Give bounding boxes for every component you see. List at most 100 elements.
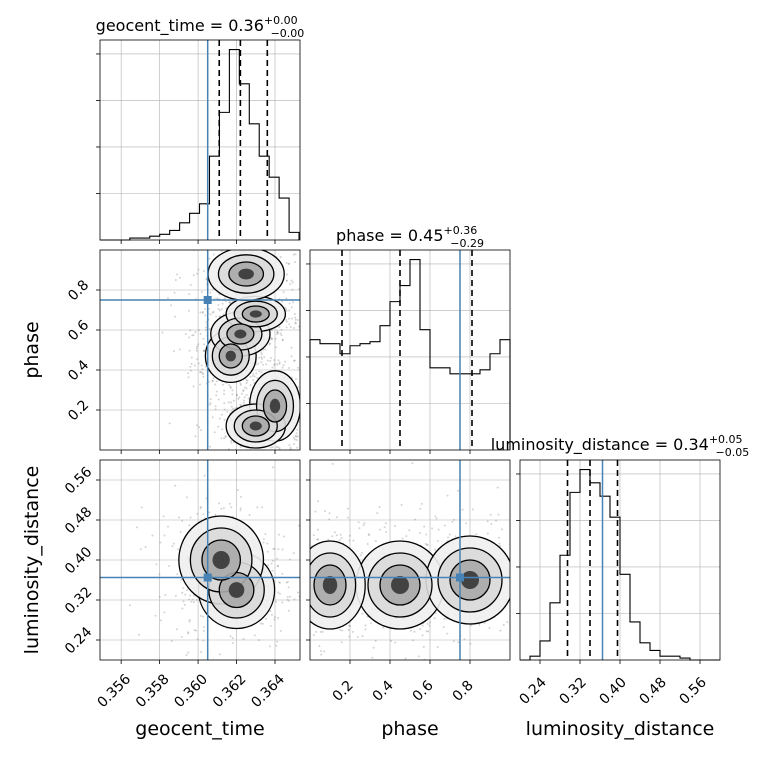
sample-point (490, 685, 492, 687)
sample-point (498, 542, 501, 545)
sample-point (271, 337, 274, 340)
sample-point (275, 520, 277, 522)
sample-point (295, 435, 298, 438)
sample-point (273, 616, 276, 619)
sample-point (287, 586, 290, 589)
histogram-steps (100, 48, 300, 241)
sample-point (288, 444, 291, 447)
sample-point (411, 462, 414, 465)
sample-point (162, 515, 165, 518)
sample-point (301, 256, 303, 258)
histogram-steps (520, 468, 720, 661)
sample-point (296, 446, 299, 449)
sample-point (300, 310, 302, 312)
sample-point (318, 430, 320, 432)
sample-point (223, 437, 226, 440)
sample-point (271, 559, 274, 562)
sample-point (423, 525, 426, 528)
sample-point (278, 246, 280, 248)
sample-point (347, 516, 350, 519)
sample-point (290, 629, 292, 631)
sample-point (285, 247, 287, 249)
sample-point (199, 506, 202, 509)
sample-point (198, 237, 200, 239)
sample-point (209, 402, 212, 405)
sample-point (192, 600, 195, 603)
sample-point (239, 382, 242, 385)
sample-point (269, 446, 272, 449)
sample-point (452, 640, 455, 643)
sample-point (189, 365, 192, 368)
sample-point (301, 426, 303, 428)
sample-point (192, 594, 195, 597)
sample-point (218, 502, 221, 505)
sample-point (181, 519, 184, 522)
sample-point (192, 385, 195, 388)
histogram-panel-phase (306, 249, 511, 454)
sample-point (357, 521, 360, 524)
sample-point (295, 439, 298, 442)
sample-point (305, 615, 307, 617)
sample-point (270, 562, 273, 565)
sample-point (428, 624, 431, 627)
sample-point (296, 366, 299, 369)
sample-point (270, 337, 273, 340)
sample-point (294, 253, 297, 256)
sample-point (359, 554, 362, 557)
sample-point (291, 241, 293, 243)
sample-point (208, 327, 211, 330)
sample-point (522, 573, 524, 575)
sample-point (500, 528, 503, 531)
sample-point (272, 466, 275, 469)
sample-point (302, 308, 304, 310)
sample-point (281, 460, 283, 462)
sample-point (260, 356, 263, 359)
sample-point (276, 333, 279, 336)
sample-point (209, 445, 212, 448)
sample-point (275, 644, 278, 647)
sample-point (239, 403, 242, 406)
sample-point (214, 383, 217, 386)
sample-point (280, 334, 283, 337)
sample-point (258, 370, 261, 373)
sample-point (285, 581, 288, 584)
sample-point (314, 510, 317, 513)
sample-point (349, 625, 352, 628)
sample-point (310, 375, 312, 377)
sample-point (196, 358, 199, 361)
sample-point (264, 533, 267, 536)
sample-point (269, 359, 272, 362)
sample-point (273, 547, 276, 550)
sample-point (199, 311, 202, 314)
sample-point (294, 321, 297, 324)
sample-point (305, 397, 307, 399)
x-tick-label: 0.362 (210, 671, 250, 711)
sample-point (277, 456, 279, 458)
sample-point (307, 575, 309, 577)
sample-point (273, 359, 276, 362)
sample-point (528, 551, 530, 553)
sample-point (268, 343, 271, 346)
sample-point (159, 619, 162, 622)
sample-point (276, 446, 279, 449)
sample-point (312, 534, 315, 537)
sample-point (296, 319, 299, 322)
sample-point (340, 641, 343, 644)
sample-point (228, 384, 231, 387)
sample-point (192, 334, 195, 337)
sample-point (293, 546, 295, 548)
sample-point (204, 314, 207, 317)
density-contour (391, 576, 409, 594)
sample-point (200, 291, 203, 294)
sample-point (317, 500, 320, 503)
sample-point (312, 634, 315, 637)
sample-point (201, 371, 204, 374)
sample-point (189, 283, 192, 286)
sample-point (242, 241, 244, 243)
sample-point (304, 407, 306, 409)
sample-point (280, 328, 283, 331)
sample-point (270, 613, 273, 616)
sample-point (247, 397, 250, 400)
sample-point (272, 547, 275, 550)
density-contour (322, 576, 338, 594)
